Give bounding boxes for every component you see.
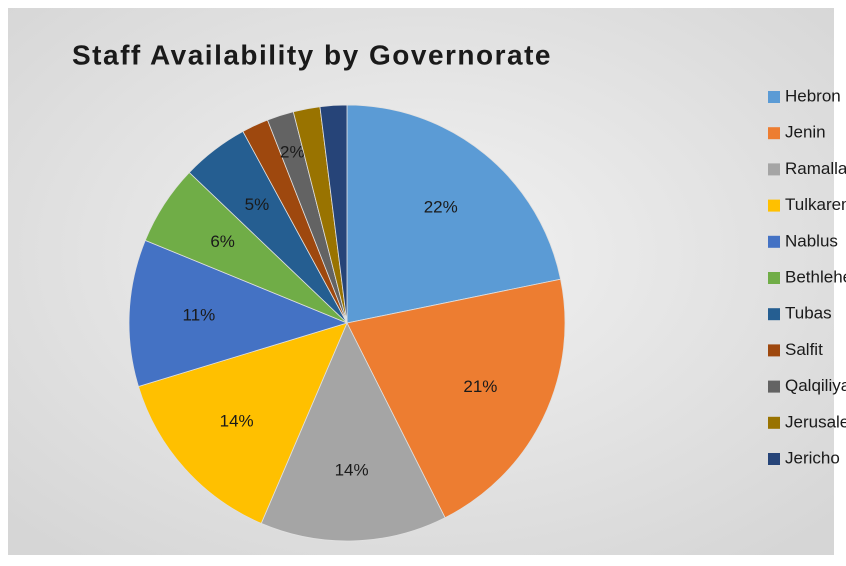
- pie-slice: [346, 278, 566, 519]
- legend-label: Jericho: [785, 448, 840, 467]
- legend-swatch: [768, 308, 780, 321]
- legend-label: Tulkarem: [785, 195, 846, 214]
- legend-swatch: [768, 91, 780, 103]
- data-label: 22%: [424, 198, 458, 217]
- pie-slice: [346, 104, 562, 324]
- legend-label: Qalqiliya: [785, 376, 846, 395]
- legend-label: Nablus: [785, 231, 838, 250]
- legend-label: Ramallah: [785, 159, 846, 178]
- chart-title: Staff Availability by Governorate: [72, 39, 552, 70]
- legend-swatch: [768, 453, 780, 465]
- data-label: 6%: [210, 232, 235, 251]
- legend-swatch: [768, 380, 780, 393]
- data-label: 5%: [245, 195, 270, 214]
- legend-swatch: [768, 416, 780, 429]
- legend-label: Tubas: [785, 304, 832, 323]
- legend-label: Jenin: [785, 123, 826, 142]
- pie-slice: [137, 322, 348, 524]
- legend-swatch: [768, 344, 780, 357]
- legend-swatch: [768, 235, 780, 248]
- data-label: 21%: [463, 377, 497, 396]
- legend-label: Salfit: [785, 340, 823, 359]
- pie-slice: [260, 322, 446, 542]
- pie-slice: [128, 239, 349, 387]
- legend-swatch: [768, 199, 780, 212]
- pie-slice: [319, 104, 348, 324]
- legend-label: Bethlehem: [785, 267, 846, 286]
- legend-swatch: [768, 163, 780, 176]
- legend-swatch: [768, 127, 780, 140]
- data-label: 14%: [335, 461, 369, 480]
- data-label: 2%: [280, 142, 305, 161]
- data-label: 14%: [220, 411, 254, 430]
- data-label: 11%: [183, 306, 216, 325]
- legend-label: Jerusalem: [785, 412, 846, 431]
- legend-swatch: [768, 272, 780, 284]
- legend-label: Hebron: [785, 86, 841, 105]
